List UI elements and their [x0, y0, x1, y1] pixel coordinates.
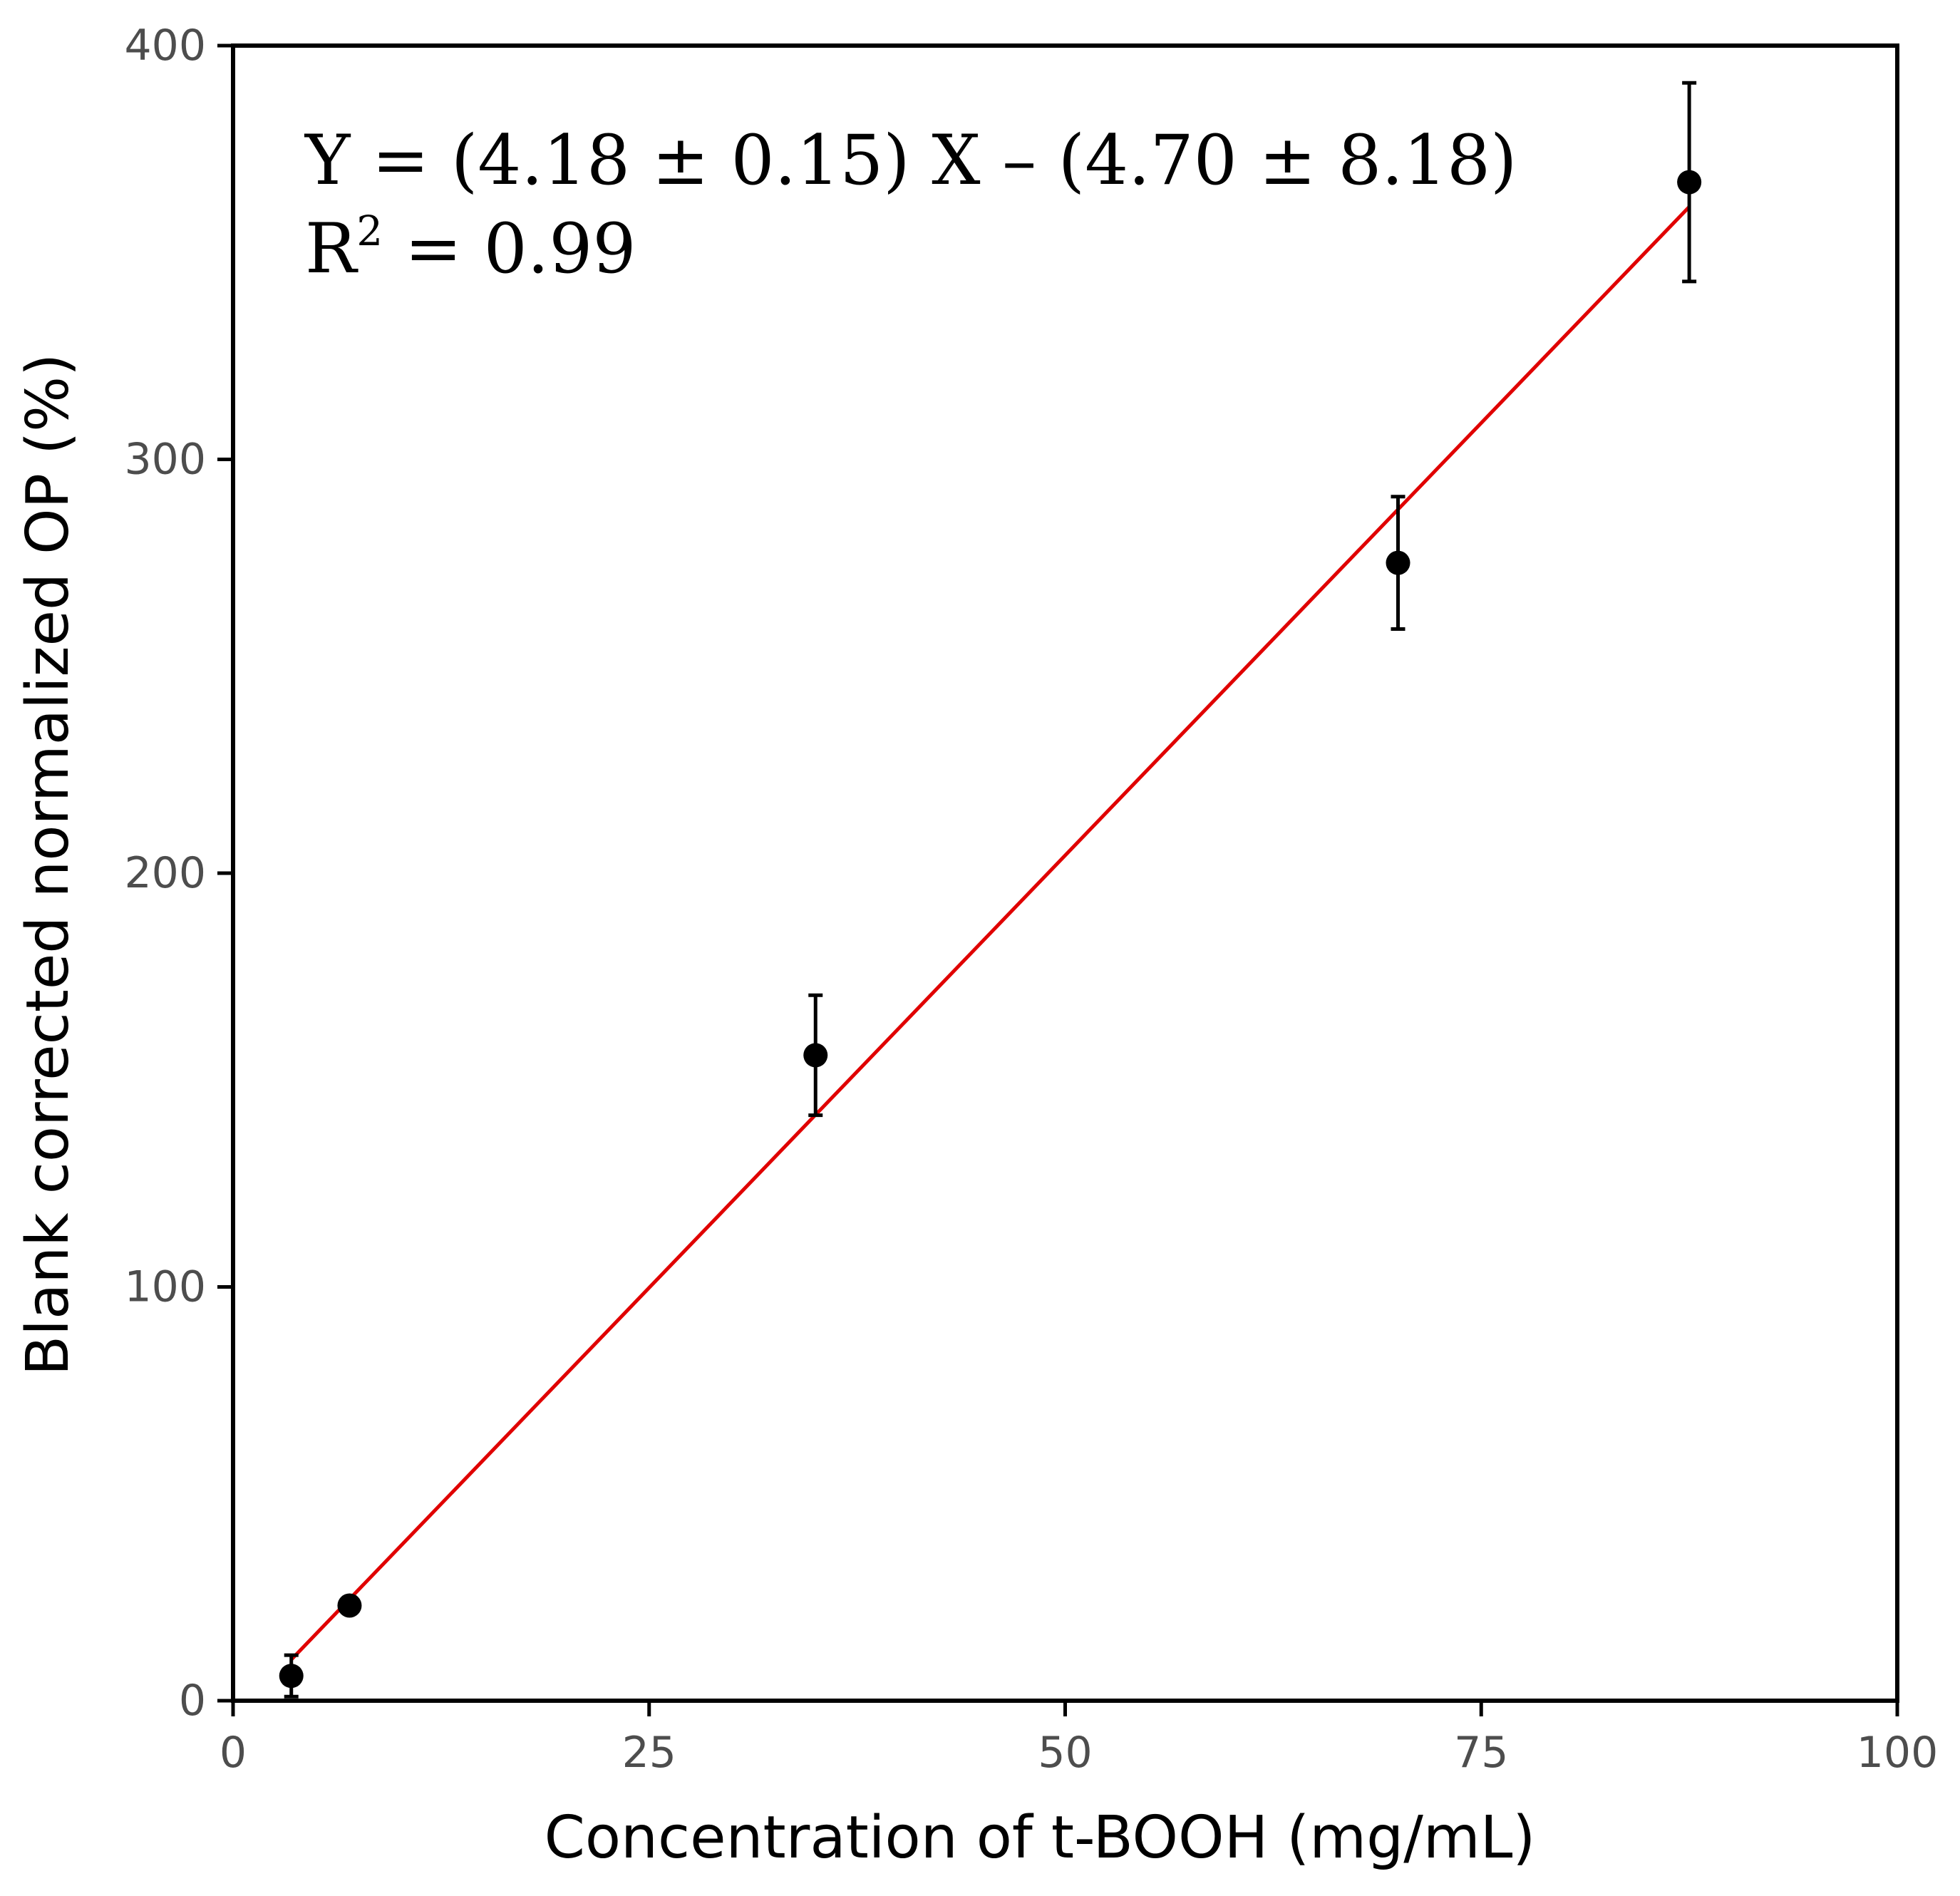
r2-symbol: R	[305, 209, 359, 289]
y-axis-title: Blank corrected normalized OP (%)	[14, 354, 82, 1376]
x-tick-label: 0	[220, 1728, 247, 1778]
data-point	[279, 1664, 304, 1689]
x-tick-label: 100	[1857, 1728, 1939, 1778]
data-point	[1386, 550, 1410, 575]
y-tick-label: 0	[179, 1676, 206, 1726]
data-point	[1677, 170, 1702, 195]
r-squared-annotation: R2 = 0.99	[305, 207, 636, 289]
plot-layer	[279, 81, 1702, 1699]
r2-superscript: 2	[356, 207, 383, 255]
r2-value: = 0.99	[383, 209, 636, 289]
fit-equation: Y = (4.18 ± 0.15) X – (4.70 ± 8.18)	[304, 120, 1517, 200]
axis-layer: 0 25 50 75 100 0 100 200 300 400	[124, 21, 1938, 1778]
y-tick-label: 400	[124, 21, 206, 71]
x-axis-title: Concentration of t-BOOH (mg/mL)	[545, 1804, 1536, 1872]
data-point	[337, 1593, 362, 1618]
fit-line	[289, 205, 1691, 1661]
y-tick-label: 100	[124, 1262, 206, 1312]
y-tick-label: 300	[124, 435, 206, 485]
x-tick-label: 25	[622, 1728, 676, 1778]
x-tick-label: 75	[1454, 1728, 1508, 1778]
x-tick-label: 50	[1038, 1728, 1092, 1778]
data-point	[803, 1043, 828, 1068]
plot-frame	[231, 43, 1899, 1703]
y-tick-label: 200	[124, 848, 206, 898]
